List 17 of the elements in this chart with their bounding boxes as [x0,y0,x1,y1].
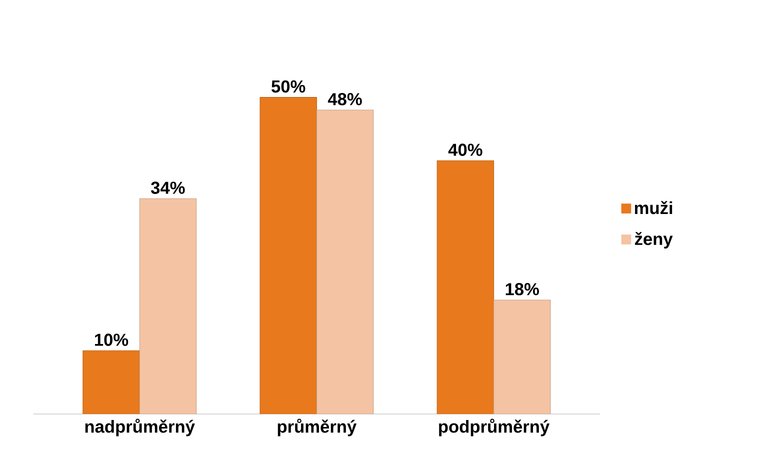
legend-label: muži [634,201,672,214]
bar [493,300,551,414]
data-label: 10% [94,334,128,346]
x-tick-label: podprůměrný [439,418,550,436]
legend-label: ženy [634,232,673,249]
x-tick-label: průměrný [278,418,357,436]
bar [436,160,494,414]
bar [316,110,374,414]
data-label: 34% [150,182,185,194]
data-label: 40% [448,144,482,156]
x-tick-label: nadprůměrný [85,418,195,436]
bar [260,97,317,414]
data-label: 48% [328,93,362,106]
data-label: 50% [272,80,306,93]
data-label: 18% [506,283,539,296]
bar [82,350,140,414]
bar [139,198,197,414]
